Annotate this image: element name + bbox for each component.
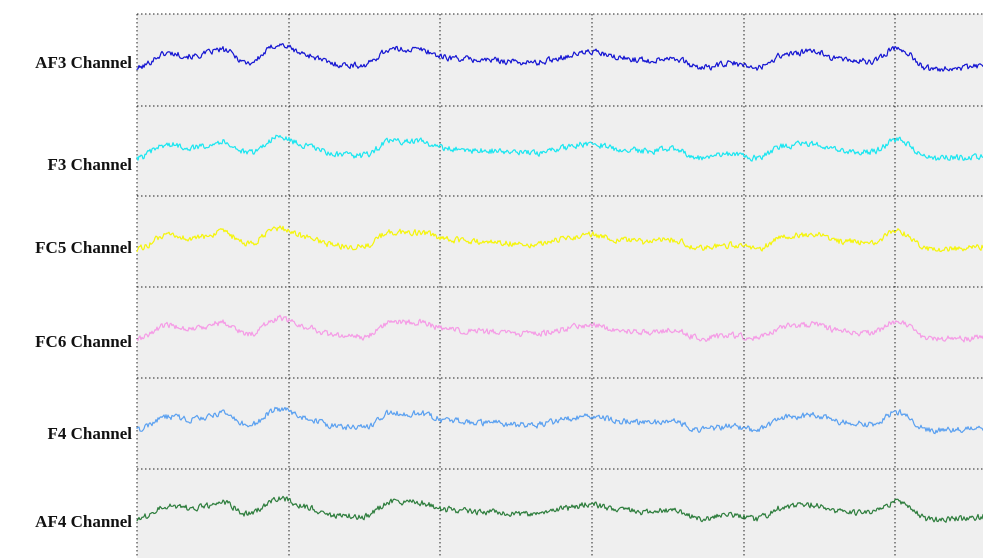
series-line-f4	[136, 406, 983, 435]
series-line-fc6	[136, 314, 983, 343]
plot-area	[137, 14, 983, 558]
channel-label-af4: AF4 Channel	[35, 512, 132, 531]
series-line-af3	[136, 43, 983, 72]
channel-label-fc6: FC6 Channel	[35, 332, 132, 351]
channel-label-fc5: FC5 Channel	[35, 238, 132, 257]
channel-label-f4: F4 Channel	[47, 424, 132, 443]
series-line-af4	[136, 495, 983, 523]
series-line-fc5	[136, 225, 983, 253]
channel-label-af3: AF3 Channel	[35, 53, 132, 72]
grid	[136, 13, 983, 558]
series-line-f3	[136, 134, 983, 162]
channel-labels: AF3 Channel F3 Channel FC5 Channel FC6 Chan…	[35, 53, 132, 531]
channel-label-f3: F3 Channel	[47, 155, 132, 174]
traces	[136, 43, 983, 523]
